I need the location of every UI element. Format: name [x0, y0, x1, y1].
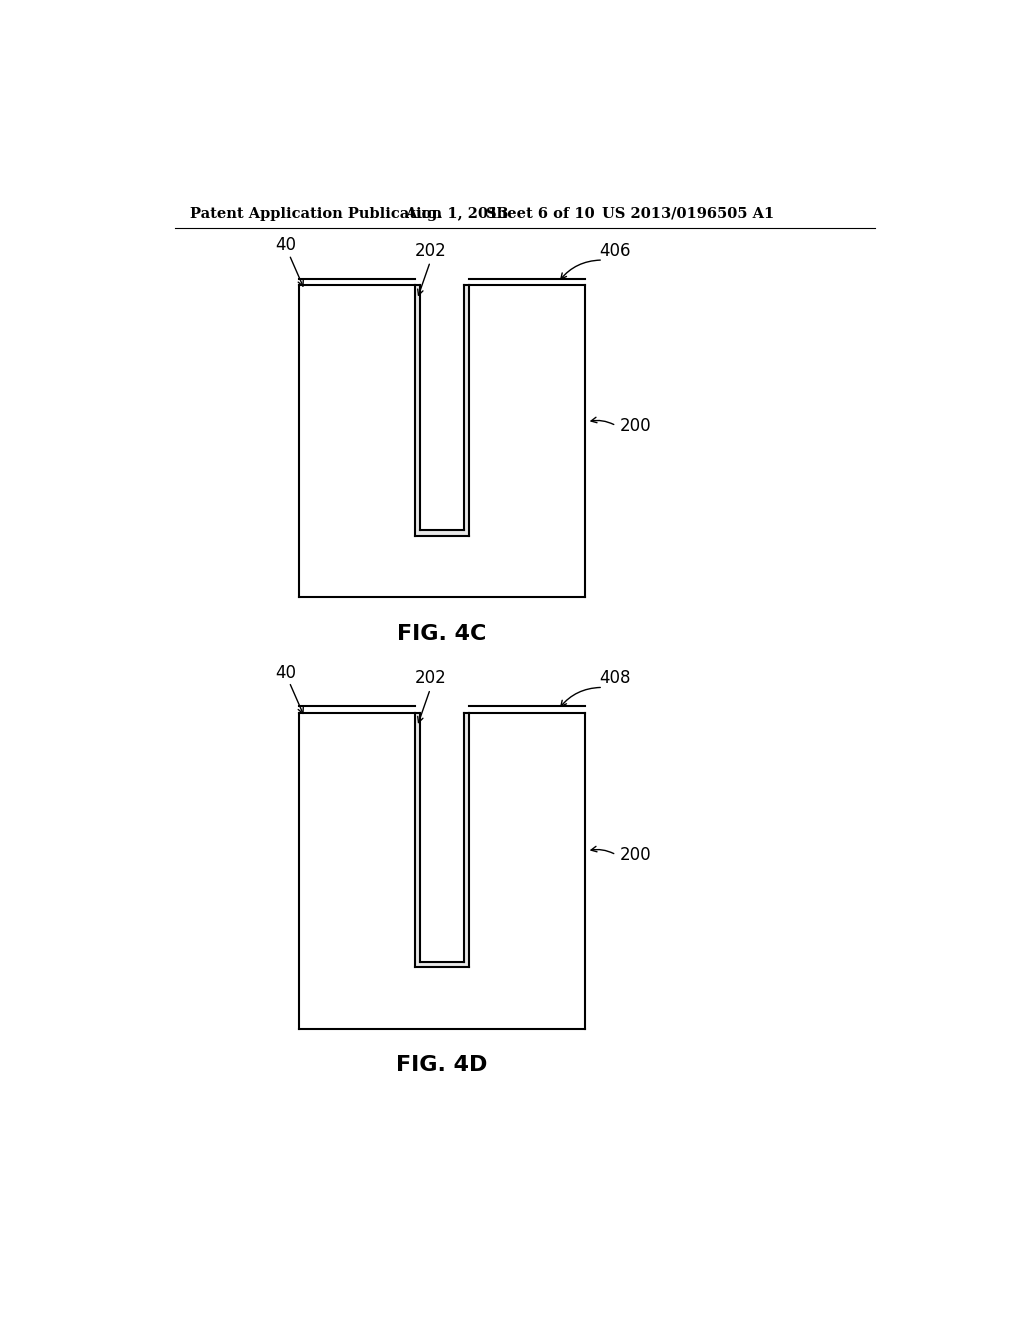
Bar — [299, 279, 415, 285]
Text: Aug. 1, 2013: Aug. 1, 2013 — [406, 207, 509, 220]
Bar — [415, 966, 469, 1028]
Text: FIG. 4C: FIG. 4C — [397, 624, 486, 644]
Text: 202: 202 — [415, 669, 446, 688]
Bar — [415, 961, 469, 966]
Bar — [469, 713, 586, 1028]
Bar — [299, 285, 415, 598]
Text: 200: 200 — [621, 846, 651, 863]
Bar — [469, 285, 586, 598]
Bar — [469, 279, 586, 285]
Text: US 2013/0196505 A1: US 2013/0196505 A1 — [602, 207, 774, 220]
Text: 202: 202 — [415, 242, 446, 260]
Bar — [299, 713, 415, 1028]
Text: 406: 406 — [599, 242, 631, 260]
Text: 408: 408 — [599, 669, 631, 688]
Bar — [420, 285, 464, 531]
Bar — [469, 706, 586, 713]
Bar — [415, 536, 469, 598]
Text: Patent Application Publication: Patent Application Publication — [190, 207, 442, 220]
Text: 40: 40 — [275, 664, 296, 681]
Text: FIG. 4D: FIG. 4D — [396, 1056, 487, 1076]
Bar — [415, 713, 420, 966]
Bar — [464, 285, 469, 536]
Bar — [415, 285, 420, 536]
Text: 40: 40 — [275, 236, 296, 255]
Bar — [464, 713, 469, 966]
Text: 200: 200 — [621, 417, 651, 434]
Text: Sheet 6 of 10: Sheet 6 of 10 — [486, 207, 595, 220]
Bar — [299, 706, 415, 713]
Bar — [420, 713, 464, 961]
Bar — [415, 531, 469, 536]
